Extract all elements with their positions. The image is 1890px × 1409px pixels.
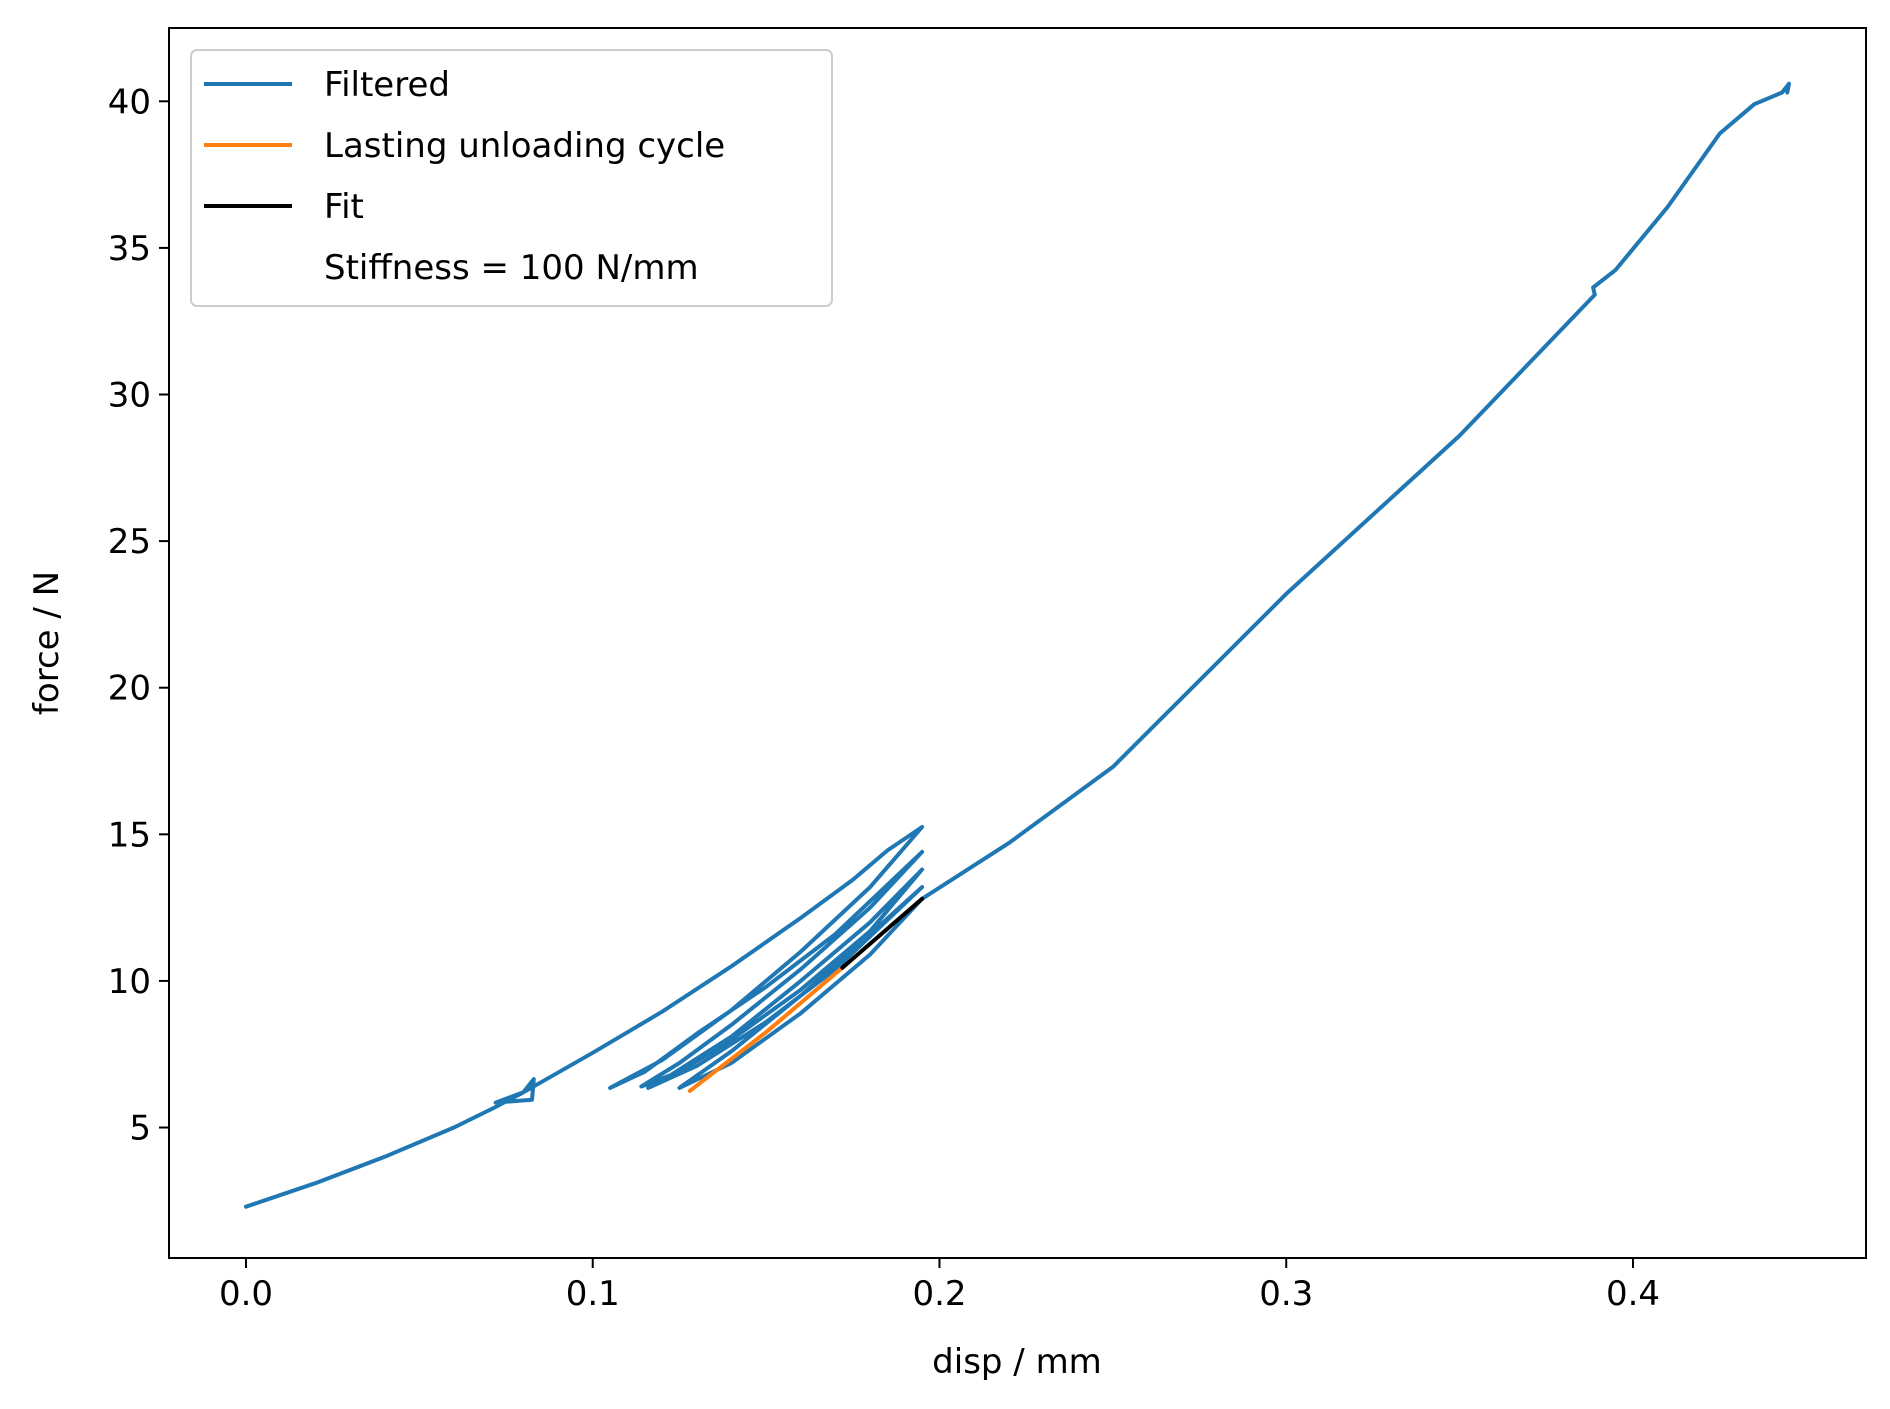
series-layer: [244, 81, 1791, 1209]
legend-label-filtered: Filtered: [324, 65, 450, 105]
x-tick-label: 0.0: [219, 1274, 273, 1314]
y-tick-label: 10: [108, 962, 151, 1002]
series-lasting-unloading-cycle-line: [687, 965, 845, 1093]
legend: Filtered Lasting unloading cycle Fit Sti…: [190, 49, 833, 307]
legend-label-lasting-unloading-cycle: Lasting unloading cycle: [324, 126, 725, 166]
y-tick-label: 35: [108, 229, 151, 269]
x-axis: 0.0 0.1 0.2 0.3 0.4: [219, 1258, 1660, 1314]
series-fit-line: [840, 896, 925, 970]
series-filtered-line: [244, 81, 1791, 1209]
legend-box: [190, 49, 833, 307]
y-tick-label: 20: [108, 669, 151, 709]
x-tick-label: 0.1: [566, 1274, 620, 1314]
y-tick-label: 5: [129, 1109, 151, 1149]
x-tick-label: 0.3: [1259, 1274, 1313, 1314]
y-tick-label: 25: [108, 522, 151, 562]
y-axis-label: force / N: [27, 571, 67, 715]
y-tick-label: 30: [108, 376, 151, 416]
y-tick-label: 15: [108, 815, 151, 855]
y-axis: 5 10 15 20 25 30 35 40: [108, 82, 169, 1149]
x-axis-label: disp / mm: [932, 1342, 1102, 1382]
legend-label-stiffness: Stiffness = 100 N/mm: [324, 248, 699, 288]
legend-label-fit: Fit: [324, 187, 364, 227]
y-tick-label: 40: [108, 82, 151, 122]
x-tick-label: 0.4: [1606, 1274, 1660, 1314]
x-tick-label: 0.2: [912, 1274, 966, 1314]
